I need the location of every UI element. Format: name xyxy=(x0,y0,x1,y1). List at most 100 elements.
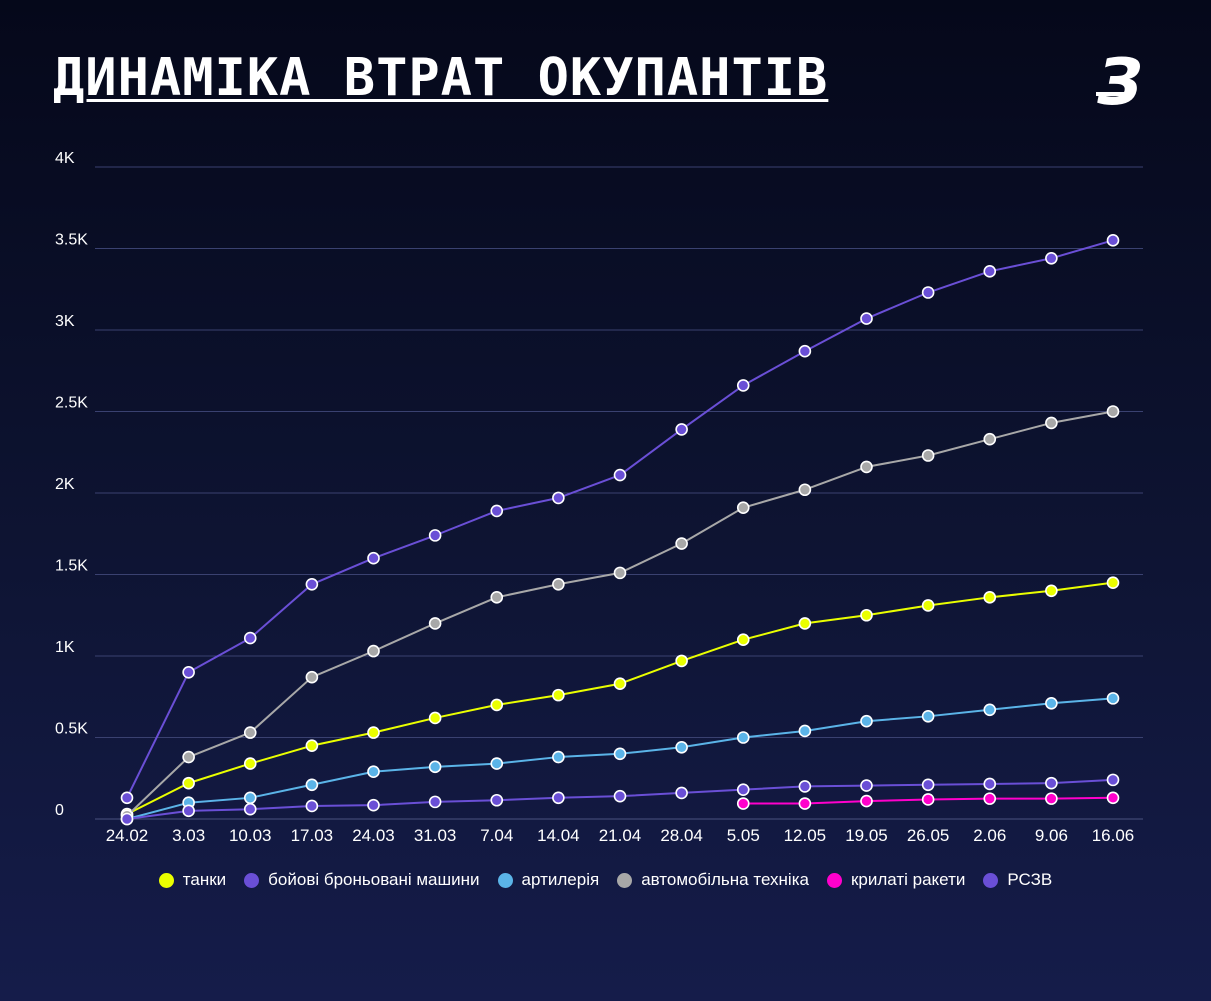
x-tick-label: 17.03 xyxy=(291,826,334,845)
data-point xyxy=(921,286,935,299)
data-point xyxy=(798,780,812,793)
data-point xyxy=(983,703,997,717)
data-point xyxy=(921,710,935,723)
data-point xyxy=(983,777,997,791)
x-tick-label: 31.03 xyxy=(414,826,457,845)
data-point xyxy=(1045,696,1058,710)
data-point xyxy=(243,757,257,770)
x-tick-label: 12.05 xyxy=(784,826,827,845)
data-point xyxy=(305,739,319,752)
data-point xyxy=(305,670,319,684)
x-tick-label: 26.05 xyxy=(907,826,950,845)
data-point xyxy=(798,617,812,630)
series-3 xyxy=(120,405,1120,823)
data-point xyxy=(243,802,257,816)
legend-label: артилерія xyxy=(521,870,600,889)
x-tick-label: 7.04 xyxy=(480,826,513,845)
data-point xyxy=(736,633,750,647)
data-point xyxy=(921,793,935,806)
data-point xyxy=(675,786,688,800)
series-line xyxy=(126,239,1114,799)
data-point xyxy=(860,608,873,622)
data-point xyxy=(736,731,750,744)
data-point xyxy=(428,529,442,542)
data-point xyxy=(367,551,380,565)
x-tick-label: 5.05 xyxy=(727,826,760,845)
data-point xyxy=(1106,234,1120,247)
brand-logo-icon: З xyxy=(1096,46,1143,114)
legend-label: бойові броньовані машини xyxy=(268,870,480,889)
data-point xyxy=(120,812,134,826)
data-point xyxy=(675,740,688,754)
x-tick-label: 28.04 xyxy=(660,826,703,845)
data-point xyxy=(552,791,565,805)
data-point xyxy=(243,726,257,739)
data-point xyxy=(305,799,319,813)
series-5 xyxy=(120,773,1120,826)
data-point xyxy=(552,491,565,505)
legend-label: РСЗВ xyxy=(1007,870,1053,889)
y-tick-label: 3K xyxy=(55,313,75,330)
data-point xyxy=(1045,776,1058,790)
data-point xyxy=(552,577,565,591)
data-point xyxy=(1106,576,1120,589)
data-point xyxy=(983,591,997,604)
data-point xyxy=(675,654,688,668)
data-point xyxy=(736,783,750,796)
data-point xyxy=(613,789,627,803)
y-tick-label: 0 xyxy=(55,802,64,819)
y-axis-ticks: 0 0.5K 1K 1.5K 2K 2.5K 3K 3.5K 4K xyxy=(55,150,88,819)
page-title: ДИНАМІКА ВТРАТ ОКУПАНТІВ xyxy=(53,48,829,108)
legend-item: РСЗВ xyxy=(983,870,1052,890)
data-point xyxy=(1106,405,1120,418)
data-point xyxy=(182,804,195,818)
data-point xyxy=(613,566,627,580)
legend-item: автомобільна техніка xyxy=(617,870,809,890)
data-point xyxy=(736,501,750,514)
legend-swatch xyxy=(497,872,513,888)
data-point xyxy=(552,688,565,702)
data-point xyxy=(428,617,442,630)
series-1 xyxy=(120,234,1120,805)
data-point xyxy=(860,794,873,808)
x-tick-label: 16.06 xyxy=(1092,826,1135,845)
data-point xyxy=(860,779,873,792)
data-point xyxy=(798,344,812,358)
legend-label: крилаті ракети xyxy=(850,870,966,889)
x-tick-label: 9.06 xyxy=(1035,826,1068,845)
legend-swatch xyxy=(983,872,999,888)
legend-label: танки xyxy=(182,870,227,889)
data-point xyxy=(490,591,504,604)
x-tick-label: 19.05 xyxy=(845,826,888,845)
legend-item: танки xyxy=(158,870,227,890)
series-lines xyxy=(120,234,1120,826)
data-point xyxy=(613,747,627,761)
data-point xyxy=(613,468,627,482)
data-point xyxy=(1106,791,1120,805)
y-tick-label: 1.5K xyxy=(55,558,88,575)
data-point xyxy=(182,750,195,764)
data-point xyxy=(120,791,134,805)
y-tick-label: 0.5K xyxy=(55,721,88,738)
x-tick-label: 24.02 xyxy=(106,826,149,845)
data-point xyxy=(1045,251,1058,265)
data-point xyxy=(1106,692,1120,705)
data-point xyxy=(367,765,380,779)
legend-swatch xyxy=(826,872,842,888)
legend-swatch xyxy=(617,872,633,888)
x-tick-label: 3.03 xyxy=(172,826,205,845)
x-tick-label: 10.03 xyxy=(229,826,272,845)
legend-item: артилерія xyxy=(497,870,600,890)
data-point xyxy=(490,504,504,518)
data-point xyxy=(798,797,812,810)
x-axis-ticks: 24.02 3.03 10.03 17.03 24.03 31.03 7.04 14.04 21… xyxy=(106,826,1135,845)
data-point xyxy=(983,265,997,278)
data-point xyxy=(305,778,319,792)
data-point xyxy=(490,793,504,807)
x-tick-label: 21.04 xyxy=(599,826,642,845)
data-point xyxy=(736,379,750,392)
legend-item: бойові броньовані машини xyxy=(244,870,480,890)
y-tick-label: 1K xyxy=(55,639,75,656)
data-point xyxy=(983,432,997,446)
